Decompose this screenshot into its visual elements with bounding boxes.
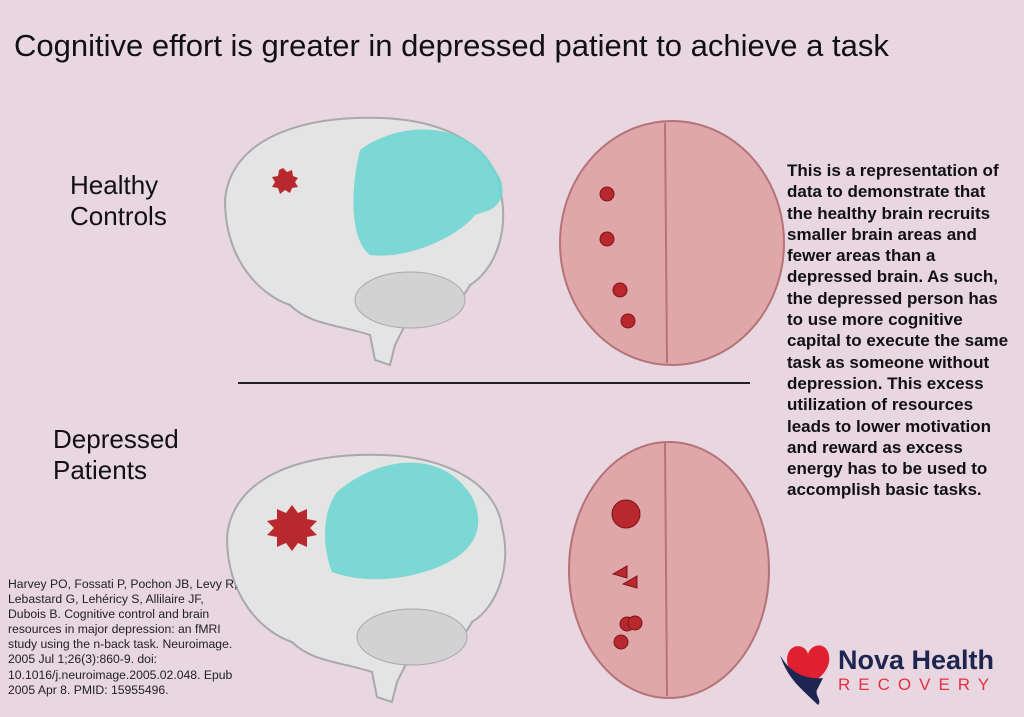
logo-name: Nova Health bbox=[838, 645, 995, 675]
healthy-side-brain-illustration bbox=[223, 116, 505, 367]
label-depressed-patients: Depressed Patients bbox=[53, 424, 179, 485]
depressed-side-brain-illustration bbox=[225, 453, 507, 704]
citation-text: Harvey PO, Fossati P, Pochon JB, Levy R,… bbox=[8, 577, 238, 697]
heart-hand-logo-icon bbox=[780, 645, 830, 705]
activation-spot bbox=[267, 505, 317, 551]
section-divider bbox=[238, 382, 750, 384]
activation-spot bbox=[272, 168, 298, 194]
depressed-top-brain-illustration bbox=[568, 441, 770, 699]
healthy-top-brain-illustration bbox=[559, 120, 785, 366]
label-healthy-controls: Healthy Controls bbox=[70, 170, 167, 231]
page-title: Cognitive effort is greater in depressed… bbox=[14, 28, 889, 63]
description-text: This is a representation of data to demo… bbox=[787, 161, 1009, 500]
logo-subtitle: RECOVERY bbox=[838, 675, 998, 694]
